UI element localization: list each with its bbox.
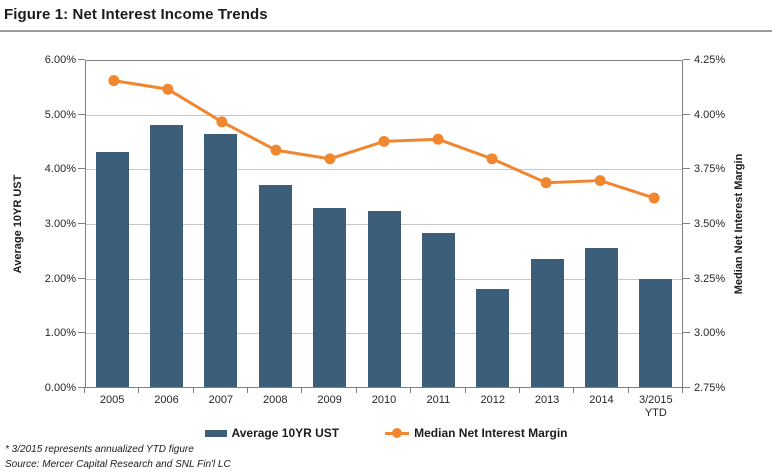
left-axis-tick <box>78 332 85 334</box>
x-axis-label: 2013 <box>534 394 560 406</box>
x-axis-tick <box>138 388 140 393</box>
left-axis-tick <box>78 277 85 279</box>
left-axis-tick-label: 2.00% <box>44 272 76 285</box>
right-axis-tick <box>683 113 690 115</box>
chart-title: Figure 1: Net Interest Income Trends <box>4 6 268 23</box>
bar-2010 <box>367 210 401 387</box>
x-axis-tick <box>682 388 683 393</box>
right-axis-tick-label: 3.75% <box>694 163 726 176</box>
left-axis-tick-label: 1.00% <box>44 327 76 340</box>
bar-2006 <box>150 125 184 387</box>
right-axis-tick <box>683 277 690 279</box>
left-axis-tick-label: 5.00% <box>44 108 76 121</box>
x-axis-label: 3/2015 YTD <box>638 394 673 419</box>
nim-line-chart <box>108 75 660 204</box>
left-axis-tick <box>78 168 85 170</box>
left-axis-tick <box>78 223 85 224</box>
bar-2011 <box>421 232 455 387</box>
nim-point-3/2015 <box>648 192 660 204</box>
x-axis-label: 2012 <box>480 394 505 406</box>
bar-3/2015 <box>639 279 673 387</box>
right-axis-tick <box>683 168 690 170</box>
nim-point-2006 <box>162 83 174 95</box>
bar-2007 <box>204 133 238 387</box>
bar-swatch-icon <box>204 429 227 437</box>
footnote-annualized: * 3/2015 represents annualized YTD figur… <box>5 444 194 455</box>
x-axis-tick <box>301 388 303 393</box>
right-axis-tick-label: 3.50% <box>694 218 726 230</box>
nim-point-2007 <box>216 116 228 128</box>
x-axis-tick <box>518 388 520 393</box>
nim-point-2009 <box>324 153 336 165</box>
right-axis-tick-label: 3.00% <box>694 327 726 340</box>
left-axis-title: Average 10YR UST <box>12 174 24 274</box>
bar-2014 <box>584 248 618 387</box>
legend-item-average-10yr-ust: Average 10YR UST <box>204 426 340 440</box>
x-axis-label: 2011 <box>426 394 451 406</box>
left-axis-tick <box>78 387 85 388</box>
x-axis-label: 2014 <box>589 394 614 406</box>
nim-point-2005 <box>108 75 120 87</box>
x-axis-tick <box>410 388 412 393</box>
right-axis-tick-label: 3.25% <box>694 272 726 285</box>
nim-point-2010 <box>378 135 390 147</box>
right-axis-tick-label: 4.00% <box>694 108 726 121</box>
legend-label: Median Net Interest Margin <box>414 426 568 440</box>
chart-legend: Average 10YR UST Median Net Interest Mar… <box>0 425 772 441</box>
x-axis-label: 2007 <box>208 394 234 406</box>
right-axis-tick-label: 4.25% <box>694 54 726 66</box>
left-axis-tick-label: 3.00% <box>44 218 76 230</box>
left-axis-tick <box>78 113 85 115</box>
bar-2005 <box>95 151 129 387</box>
x-axis-tick <box>355 388 357 393</box>
x-axis-label: 2008 <box>263 394 288 406</box>
nim-point-2014 <box>594 175 606 187</box>
left-axis-tick-label: 6.00% <box>44 54 76 66</box>
x-axis-tick <box>573 388 575 393</box>
right-axis-tick <box>683 59 690 60</box>
x-axis-tick <box>192 388 194 393</box>
nim-point-2012 <box>486 153 498 165</box>
footnote-source: Source: Mercer Capital Research and SNL … <box>5 459 231 470</box>
x-axis-label: 2009 <box>317 394 342 406</box>
nim-point-2013 <box>540 177 552 189</box>
bar-2013 <box>530 258 564 387</box>
gridline <box>86 169 682 171</box>
left-axis-tick <box>78 59 85 60</box>
title-divider <box>0 30 772 32</box>
left-axis-tick-label: 0.00% <box>44 382 76 394</box>
right-axis-tick <box>683 223 690 224</box>
x-axis-label: 2005 <box>99 394 125 406</box>
left-axis-tick-label: 4.00% <box>44 163 76 176</box>
x-axis-label: 2010 <box>371 394 397 406</box>
nim-point-2011 <box>432 133 444 145</box>
plot-area <box>85 60 683 388</box>
nim-point-2008 <box>270 144 282 156</box>
x-axis-tick <box>247 388 249 393</box>
x-axis-tick <box>84 388 85 393</box>
legend-item-median-net-interest-margin: Median Net Interest Margin <box>385 426 567 440</box>
right-axis-tick-label: 2.75% <box>694 382 726 394</box>
line-dot-swatch-icon <box>385 427 410 439</box>
gridline <box>86 114 682 116</box>
bar-2009 <box>313 208 347 387</box>
legend-label: Average 10YR UST <box>231 426 340 440</box>
right-axis-tick <box>683 332 690 334</box>
bar-2012 <box>476 288 510 387</box>
bar-2008 <box>258 185 292 387</box>
x-axis-tick <box>464 388 466 393</box>
right-axis-tick <box>683 387 690 388</box>
x-axis-label: 2006 <box>154 394 179 406</box>
x-axis-tick <box>627 388 629 393</box>
